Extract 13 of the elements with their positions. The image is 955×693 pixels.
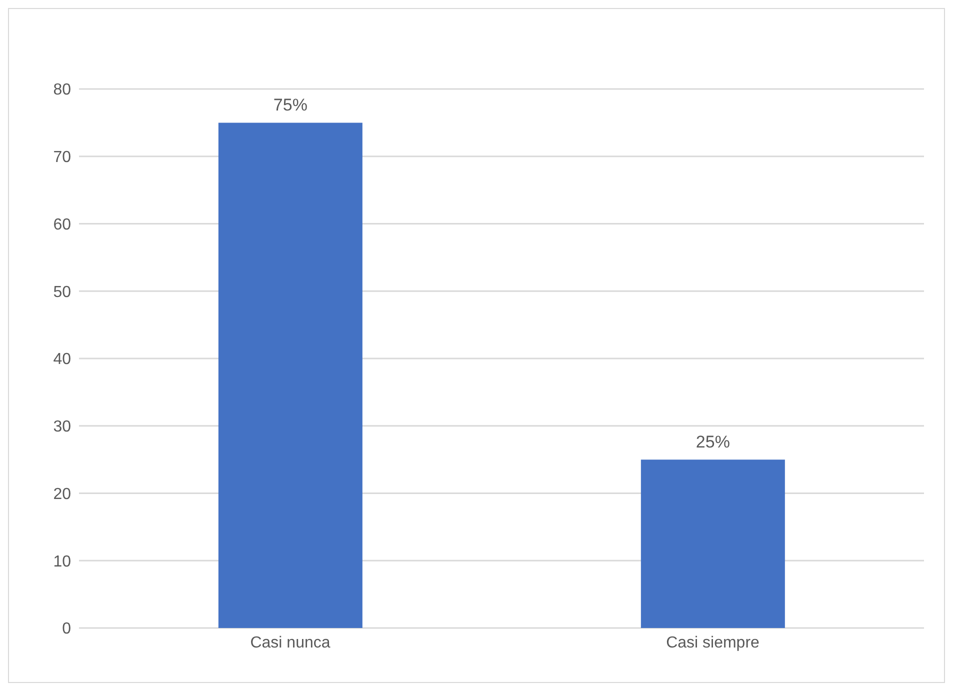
y-tick-label: 80 xyxy=(53,82,72,99)
data-label: 75% xyxy=(273,96,308,115)
y-tick-label: 10 xyxy=(53,553,72,570)
y-tick-label: 50 xyxy=(53,284,72,301)
data-label: 25% xyxy=(696,432,730,452)
y-tick-label: 70 xyxy=(53,149,72,166)
y-tick-label: 20 xyxy=(53,486,72,503)
y-tick-label: 0 xyxy=(62,620,72,638)
y-tick-label: 30 xyxy=(53,418,72,436)
y-tick-label: 60 xyxy=(53,216,72,234)
y-tick-label: 40 xyxy=(53,351,72,368)
x-tick-label: Casi siempre xyxy=(666,634,760,652)
x-tick-label: Casi nunca xyxy=(250,634,330,652)
